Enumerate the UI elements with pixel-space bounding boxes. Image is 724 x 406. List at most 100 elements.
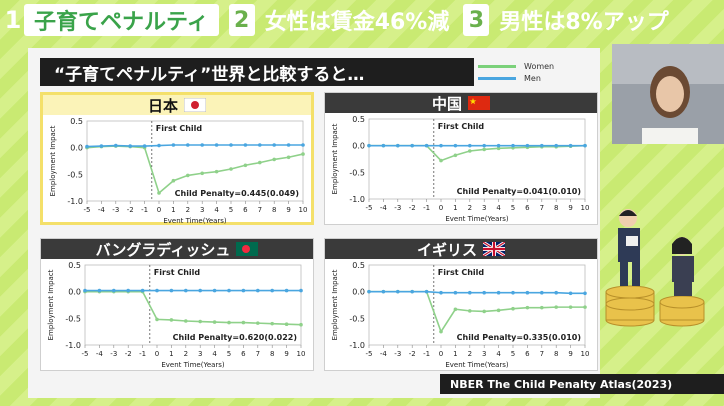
data-point-women — [243, 163, 248, 168]
data-point-men — [367, 143, 371, 148]
x-tick-label: -2 — [409, 204, 416, 212]
x-tick-label: 2 — [186, 206, 190, 214]
data-point-women — [286, 155, 291, 160]
data-point-men — [554, 290, 558, 295]
panel-header: 日本 — [43, 95, 311, 115]
x-tick-label: 9 — [568, 350, 572, 358]
banner-label: 女性は賃金46%減 — [264, 10, 450, 35]
x-tick-label: -4 — [98, 206, 106, 214]
series-line-men — [86, 144, 303, 148]
x-tick-label: 6 — [525, 350, 530, 358]
child-penalty-label: Child Penalty=0.445(0.049) — [175, 189, 299, 198]
x-axis-label: Event Time(Years) — [161, 361, 225, 369]
y-tick-label: -0.5 — [349, 168, 365, 177]
data-point-women — [270, 321, 274, 326]
x-tick-label: 8 — [272, 206, 276, 214]
data-point-men — [169, 288, 174, 293]
y-tick-label: 0.0 — [352, 288, 365, 297]
data-point-women — [468, 309, 472, 313]
x-tick-label: -2 — [409, 350, 416, 358]
data-point-men — [453, 143, 458, 148]
data-point-men — [128, 144, 132, 148]
data-point-men — [583, 291, 587, 296]
data-point-men — [424, 143, 429, 148]
line-chart: 0.5 0.0 -0.5 -1.0-5 -4 -3 -2 -1 0 1 2 3 4 5 6 7 8 9 10 Empl… — [49, 117, 307, 225]
data-point-men — [229, 143, 233, 147]
y-axis-label: Employment Impact — [331, 123, 339, 194]
x-tick-label: 1 — [169, 350, 173, 358]
data-point-women — [540, 305, 544, 310]
data-point-men — [200, 143, 204, 147]
data-point-men — [142, 144, 147, 148]
y-tick-label: 0.0 — [352, 142, 365, 151]
banner-number: 3 — [463, 4, 490, 36]
data-point-men — [270, 288, 274, 293]
x-tick-label: 2 — [468, 350, 472, 358]
data-point-women — [439, 158, 443, 163]
data-point-men — [439, 290, 443, 295]
first-child-label: First Child — [154, 268, 201, 277]
data-point-men — [157, 143, 161, 148]
series-line-men — [369, 290, 585, 295]
data-point-women — [214, 169, 219, 174]
panel-header: イギリス — [325, 239, 597, 259]
data-point-men — [511, 290, 515, 295]
data-point-men — [511, 143, 515, 148]
x-tick-label: 1 — [453, 204, 457, 212]
panel-header: 中国 — [325, 93, 597, 113]
x-tick-label: -5 — [366, 204, 373, 212]
first-child-label: First Child — [156, 124, 203, 133]
data-point-men — [568, 143, 573, 148]
data-point-men — [126, 288, 130, 293]
banner-item-1: 1 子育てペナルティ — [2, 3, 219, 37]
x-tick-label: 0 — [439, 204, 443, 212]
plot-frame — [368, 118, 586, 200]
x-tick-label: -3 — [112, 206, 119, 214]
x-tick-label: 9 — [284, 350, 288, 358]
x-tick-label: 3 — [200, 206, 204, 214]
y-tick-label: 0.5 — [352, 115, 365, 124]
data-point-men — [286, 143, 291, 147]
legend-label: Men — [524, 73, 541, 83]
data-point-women — [155, 317, 159, 322]
x-tick-label: 5 — [511, 350, 515, 358]
x-tick-label: -3 — [394, 204, 401, 212]
x-tick-label: 7 — [258, 206, 262, 214]
data-point-men — [99, 144, 104, 148]
panel-country: 中国 — [431, 94, 462, 113]
y-axis-label: Employment Impact — [49, 125, 57, 196]
data-point-men — [468, 290, 472, 295]
plot-frame — [84, 264, 302, 346]
data-point-men — [568, 291, 573, 296]
data-point-men — [227, 288, 231, 293]
x-tick-label: 8 — [270, 350, 274, 358]
x-tick-label: -4 — [380, 350, 388, 358]
x-axis-label: Event Time(Years) — [163, 217, 227, 225]
data-point-men — [482, 290, 486, 295]
banner-item-2: 2 女性は賃金46%減 — [228, 3, 460, 37]
x-tick-label: 10 — [581, 204, 590, 212]
data-point-women — [525, 305, 530, 310]
chart-panel-china: 中国 0.5 0.0 -0.5 -1.0 -5 -4 -3 -2 -1 0 1 2 3 4 5 6 7 8 9 10 E… — [324, 92, 598, 225]
legend: Women Men — [478, 60, 554, 84]
data-point-women — [299, 322, 303, 327]
y-tick-label: -0.5 — [349, 314, 365, 323]
line-chart: 0.5 0.0 -0.5 -1.0-5 -4 -3 -2 -1 0 1 2 3 4 5 6 7 8 9 10 Empl… — [47, 261, 305, 369]
series-line-women — [86, 145, 304, 195]
x-tick-label: 4 — [214, 206, 219, 214]
data-point-men — [184, 288, 188, 293]
x-tick-label: -4 — [96, 350, 104, 358]
panel-country: バングラディッシュ — [95, 240, 231, 259]
y-tick-label: -0.5 — [65, 314, 81, 323]
x-tick-label: 7 — [540, 204, 544, 212]
data-point-women — [439, 329, 443, 334]
data-point-men — [468, 143, 472, 148]
data-point-men — [410, 289, 414, 294]
data-point-women — [496, 146, 501, 151]
data-point-women — [568, 305, 573, 309]
data-point-women — [482, 309, 486, 314]
data-point-women — [171, 178, 176, 183]
data-point-men — [453, 290, 458, 295]
y-tick-label: 0.0 — [68, 288, 81, 297]
x-tick-label: 8 — [554, 204, 558, 212]
